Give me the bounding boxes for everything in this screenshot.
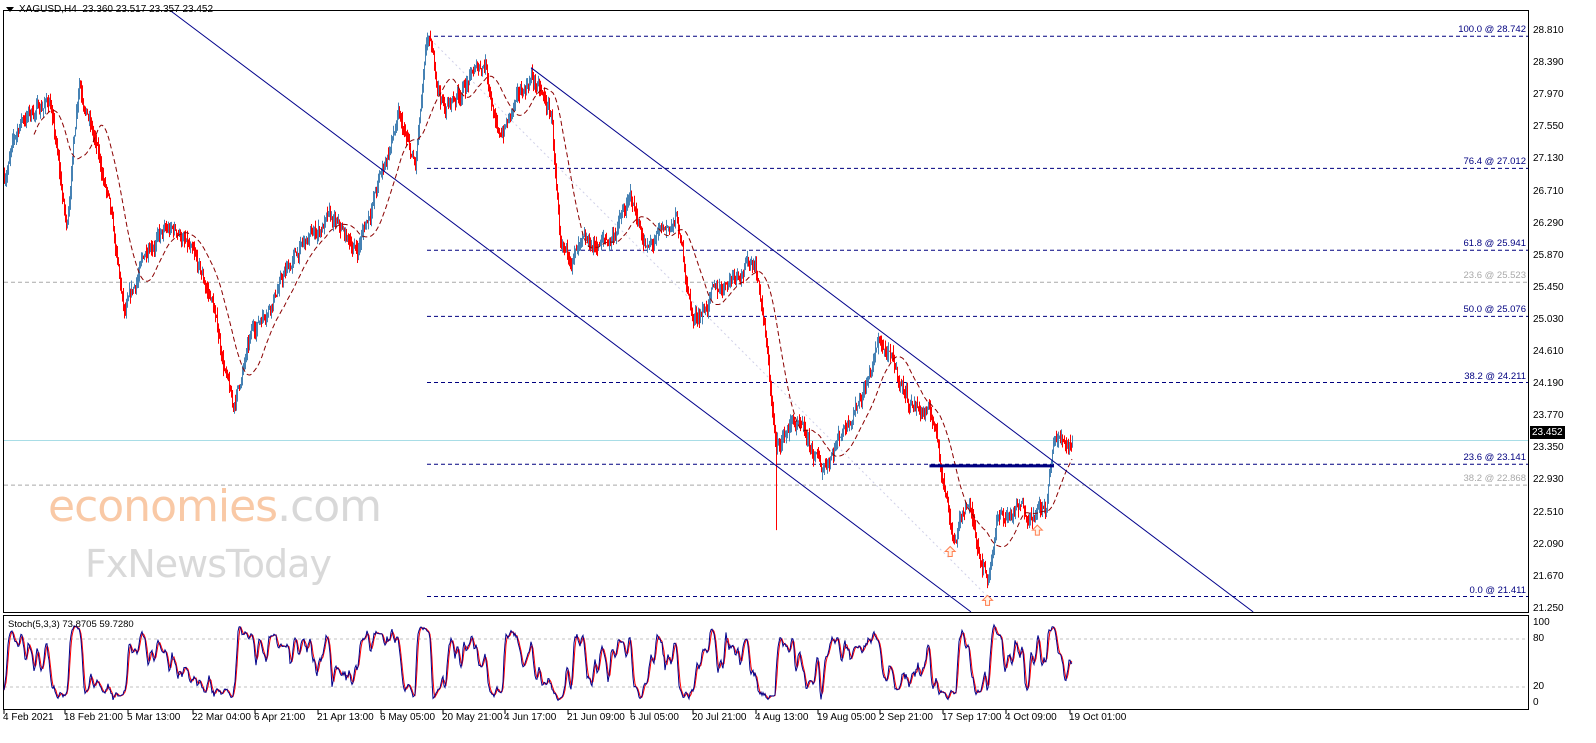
- y-tick-label: 27.130: [1533, 153, 1564, 165]
- fib-level-label: 38.2 @ 24.211: [1464, 370, 1526, 382]
- fib-level-label: 100.0 @ 28.742: [1458, 24, 1526, 36]
- panel-separator: [4, 613, 1528, 615]
- fib-level-label: 50.0 @ 25.076: [1463, 304, 1526, 316]
- dropdown-triangle-icon[interactable]: [6, 6, 14, 12]
- y-tick-label: 22.510: [1533, 506, 1564, 518]
- moving-average-line: [33, 75, 1073, 548]
- stochastic-label: Stoch(5,3,3) 73.8705 59.7280: [8, 619, 134, 630]
- x-tick-label: 17 Sep 17:00: [942, 712, 1002, 723]
- x-tick-label: 18 Feb 21:00: [64, 712, 123, 723]
- x-tick-label: 20 May 21:00: [442, 712, 503, 723]
- y-tick-label: 23.350: [1533, 442, 1564, 454]
- y-tick-label: 25.870: [1533, 249, 1564, 261]
- x-tick-label: 22 Mar 04:00: [192, 712, 251, 723]
- fib-level-label: 61.8 @ 25.941: [1463, 238, 1526, 250]
- x-tick-label: 6 Apr 21:00: [254, 712, 306, 723]
- x-tick-label: 6 Jul 05:00: [630, 712, 679, 723]
- x-tick-label: 4 Feb 2021: [3, 712, 54, 723]
- stoch-tick-label: 20: [1533, 681, 1545, 692]
- x-tick-label: 5 Mar 13:00: [127, 712, 181, 723]
- x-tick-label: 20 Jul 21:00: [692, 712, 747, 723]
- y-tick-label: 22.930: [1533, 474, 1564, 486]
- stochastic-panel-frame: [3, 615, 1529, 710]
- x-tick-label: 21 Jun 09:00: [567, 712, 625, 723]
- y-tick-label: 25.030: [1533, 313, 1564, 325]
- x-tick-label: 6 May 05:00: [380, 712, 436, 723]
- channel-lower-line: [169, 9, 972, 613]
- stoch-tick-label: 0: [1533, 697, 1539, 708]
- x-tick-label: 2 Sep 21:00: [879, 712, 933, 723]
- up-arrow-icon: [943, 545, 957, 557]
- y-tick-label: 27.550: [1533, 121, 1564, 133]
- x-tick-label: 19 Oct 01:00: [1069, 712, 1127, 723]
- x-tick-label: 19 Aug 05:00: [817, 712, 876, 723]
- channel-upper-line: [530, 67, 1254, 613]
- main-panel-frame: [3, 10, 1529, 613]
- watermark-line1-suffix: .com: [277, 481, 382, 532]
- stoch-tick-label: 80: [1533, 633, 1545, 644]
- y-tick-label: 28.390: [1533, 57, 1564, 69]
- fib-level-label: 76.4 @ 27.012: [1463, 156, 1526, 168]
- ohlc-readout: 23.360 23.517 23.357 23.452: [82, 4, 214, 15]
- stochastic-signal-line: [3, 625, 1073, 700]
- y-tick-label: 24.190: [1533, 378, 1564, 390]
- up-arrow-icon: [981, 594, 994, 606]
- fib-level-label: 23.6 @ 25.523: [1463, 270, 1526, 282]
- right-axis-background: [1529, 0, 1596, 743]
- y-tick-label: 23.770: [1533, 410, 1564, 422]
- fib-level-label: 0.0 @ 21.411: [1469, 584, 1526, 596]
- fib-level-label: 23.6 @ 23.141: [1463, 452, 1526, 464]
- fib-level-label: 38.2 @ 22.868: [1463, 473, 1526, 485]
- x-tick-label: 21 Apr 13:00: [317, 712, 374, 723]
- y-tick-label: 25.450: [1533, 281, 1564, 293]
- y-tick-label: 27.970: [1533, 89, 1564, 101]
- up-arrow-icon: [1031, 524, 1044, 536]
- symbol-label: XAGUSD,H4: [19, 4, 77, 15]
- y-tick-label: 21.670: [1533, 570, 1564, 582]
- x-tick-label: 4 Oct 09:00: [1005, 712, 1057, 723]
- stoch-tick-label: 100: [1533, 617, 1550, 628]
- x-tick-label: 4 Jun 17:00: [504, 712, 557, 723]
- chart-header: XAGUSD,H4 23.360 23.517 23.357 23.452: [6, 4, 213, 15]
- y-tick-label: 24.610: [1533, 346, 1564, 357]
- watermark-line1: economies: [48, 481, 278, 532]
- y-tick-label: 26.710: [1533, 185, 1564, 197]
- y-tick-label: 22.090: [1533, 538, 1564, 550]
- watermark-fxnewstoday: FxNewsToday: [85, 542, 332, 586]
- stochastic-main-line: [3, 623, 1073, 702]
- watermark-economies: economies.com: [48, 481, 382, 532]
- y-tick-label: 28.810: [1533, 25, 1564, 36]
- y-tick-label: 21.250: [1533, 602, 1564, 614]
- current-price-label: 23.452: [1530, 426, 1565, 439]
- y-tick-label: 26.290: [1533, 217, 1564, 229]
- x-tick-label: 4 Aug 13:00: [755, 712, 809, 723]
